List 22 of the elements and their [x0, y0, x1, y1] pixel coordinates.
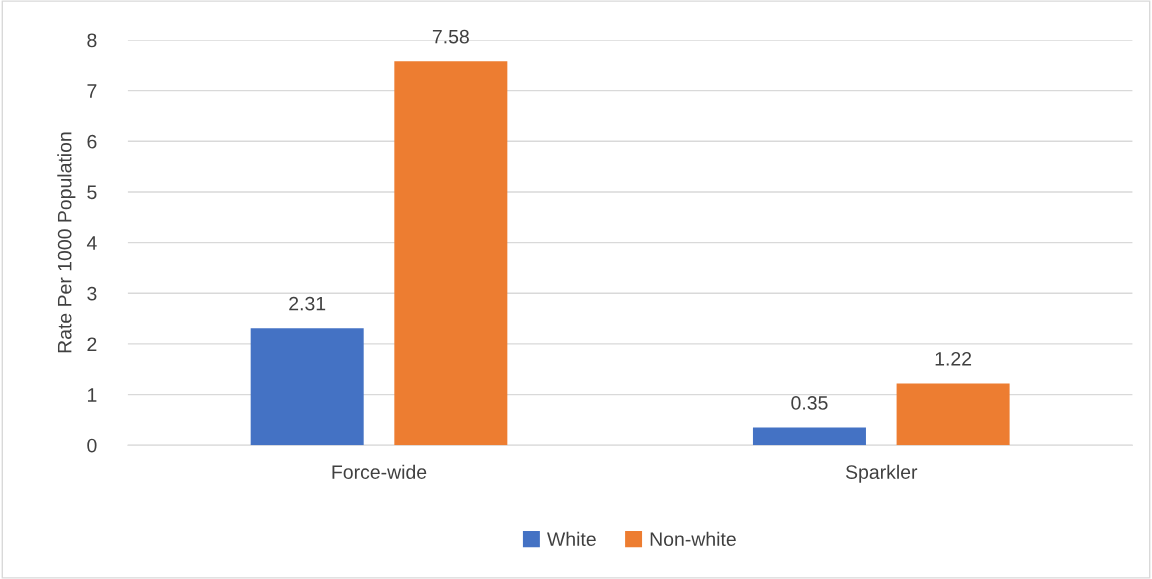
bar	[250, 328, 364, 446]
x-tick-label: Force-wide	[332, 464, 427, 479]
x-tick-label: Sparkler	[845, 464, 918, 483]
y-tick-label: 7	[87, 84, 97, 98]
data-label: 2.31	[289, 296, 326, 311]
legend-label: Non-white	[650, 531, 736, 547]
y-axis-title: Rate Per 1000 Population	[57, 132, 76, 353]
bar	[394, 61, 508, 446]
bar	[752, 427, 866, 446]
bar	[896, 383, 1010, 446]
y-tick-label: 0	[87, 438, 97, 453]
y-tick-label: 4	[86, 236, 97, 250]
y-tick-label: 1	[87, 388, 97, 402]
data-label: 7.58	[432, 29, 469, 44]
data-label: 1.22	[935, 351, 972, 366]
data-label: 0.35	[791, 396, 828, 410]
y-tick-label: 5	[87, 185, 97, 200]
y-tick-label: 2	[87, 337, 97, 351]
legend-label: White	[547, 531, 596, 547]
y-tick-label: 8	[87, 33, 97, 48]
y-tick-label: 6	[87, 134, 97, 149]
y-tick-label: 3	[87, 286, 97, 301]
